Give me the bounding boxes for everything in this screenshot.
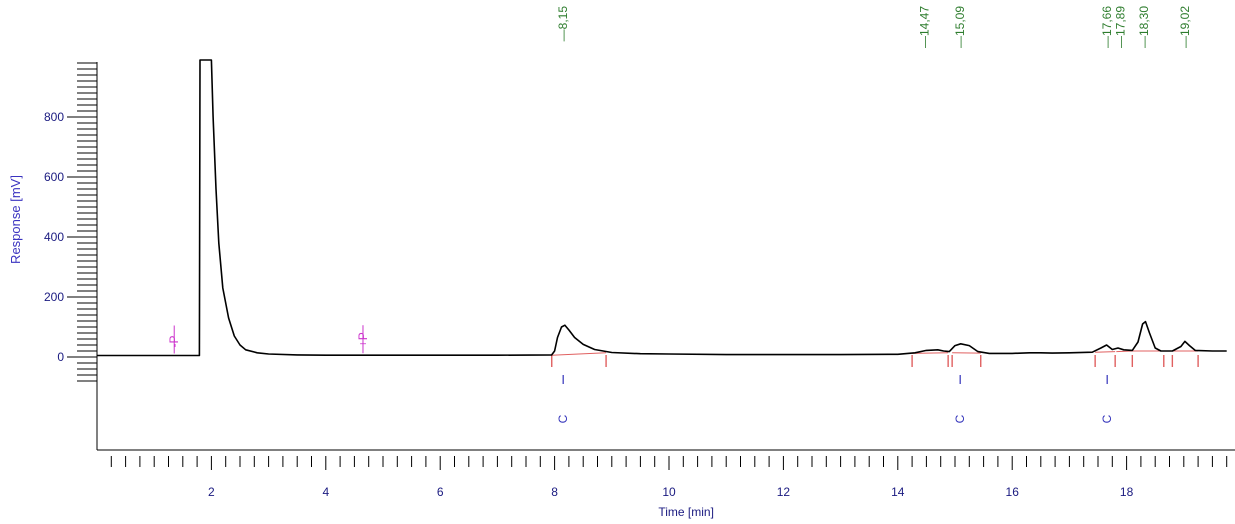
- x-tick-label: 6: [437, 485, 444, 499]
- peak-label: —17,66: [1100, 6, 1114, 48]
- trace-layer: [97, 60, 1227, 356]
- marks-layer: -P +P I I I C C C: [167, 325, 1114, 423]
- x-tick-label: 14: [891, 485, 905, 499]
- x-tick-label: 12: [777, 485, 791, 499]
- x-tick-label: 10: [662, 485, 676, 499]
- y-tick-label: 0: [57, 350, 64, 364]
- peak-label: —19,02: [1178, 6, 1192, 48]
- x-tick-label: 18: [1120, 485, 1134, 499]
- y-tick-label: 600: [44, 170, 64, 184]
- peak-label: —18,30: [1137, 6, 1151, 48]
- integration-mark: I: [1105, 372, 1109, 387]
- calibration-mark: C: [953, 414, 967, 423]
- x-tick-label: 2: [208, 485, 215, 499]
- calibration-mark: C: [556, 414, 570, 423]
- integration-mark: I: [561, 372, 565, 387]
- x-tick-label: 8: [551, 485, 558, 499]
- x-tick-label: 4: [322, 485, 329, 499]
- event-marker-label: -P: [167, 336, 181, 348]
- peak-label-layer: —8,15 —14,47 —15,09 —17,66—17,89 —18,30 —19,0…: [556, 6, 1192, 48]
- calibration-mark: C: [1100, 414, 1114, 423]
- event-marker-label: +P: [356, 332, 370, 347]
- peak-label: —17,89: [1113, 6, 1127, 48]
- peak-label: —15,09: [953, 6, 967, 48]
- peak-label: —8,15: [556, 6, 570, 42]
- baseline-segment: [1116, 351, 1132, 352]
- y-tick-label: 400: [44, 230, 64, 244]
- integration-mark: I: [958, 372, 962, 387]
- baseline-segment: [1095, 352, 1115, 353]
- baseline-segment: [552, 353, 606, 355]
- x-tick-label: 16: [1006, 485, 1020, 499]
- x-axis-label: Time [min]: [658, 505, 714, 519]
- y-tick-label: 200: [44, 290, 64, 304]
- y-tick-label: 800: [44, 110, 64, 124]
- chromatogram-trace: [97, 60, 1227, 356]
- peak-label: —14,47: [918, 6, 932, 48]
- y-axis-label: Response [mV]: [8, 175, 23, 264]
